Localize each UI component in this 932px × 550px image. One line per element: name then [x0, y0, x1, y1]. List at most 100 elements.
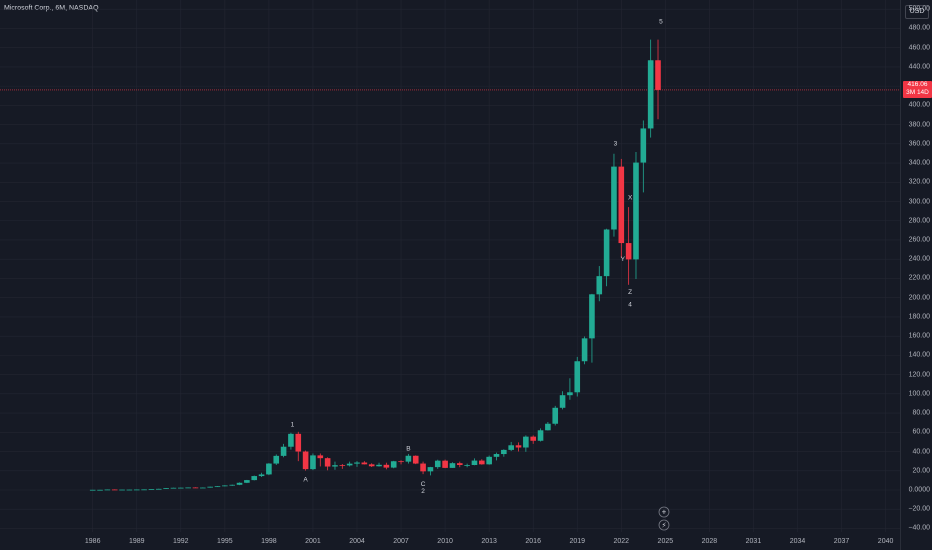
candle-body [229, 484, 235, 486]
y-tick-label: 240.00 [908, 255, 930, 263]
candle [530, 435, 536, 444]
wave-label: A [303, 476, 308, 483]
candle-body [178, 487, 184, 489]
y-tick-label: −40.00 [908, 524, 930, 532]
y-tick-label: 40.00 [912, 448, 930, 456]
y-tick-label: 100.00 [908, 390, 930, 398]
candle-body [442, 460, 448, 468]
candle [89, 489, 96, 491]
candle [141, 489, 147, 491]
candle-body [236, 482, 243, 485]
candle [479, 459, 485, 465]
candle [552, 405, 559, 426]
candle [229, 484, 235, 486]
candle [346, 461, 353, 467]
candle-body [567, 392, 573, 396]
y-tick-label: 440.00 [908, 63, 930, 71]
x-tick-label: 2010 [437, 538, 453, 545]
candle [200, 487, 206, 489]
y-tick-label: 500.00 [908, 5, 930, 13]
candle-body [456, 463, 463, 465]
candle [280, 443, 287, 458]
candle [537, 428, 544, 442]
candle [266, 463, 272, 476]
candle [111, 489, 118, 491]
candle-body [97, 489, 103, 491]
candle [185, 487, 191, 489]
wave-label: 1 [291, 422, 295, 429]
currency-button[interactable]: USD [905, 5, 929, 19]
candle [133, 489, 140, 491]
candle-body [596, 276, 603, 295]
x-tick-label: 1986 [84, 538, 101, 545]
x-tick-label: 2019 [569, 538, 586, 545]
candle-body [493, 454, 500, 457]
candle [618, 158, 625, 258]
candle [456, 461, 463, 468]
candle-body [589, 294, 595, 339]
candle [178, 487, 184, 489]
candle-body [170, 487, 177, 489]
wave-label: C [421, 481, 426, 488]
wave-label: 5 [659, 19, 663, 26]
x-tick-label: 2001 [305, 538, 321, 545]
candle [567, 378, 573, 400]
candle-body [133, 489, 140, 491]
candle-body [163, 488, 169, 489]
last-price-label: 416.06 3M 14D [903, 81, 932, 99]
candle-body [361, 462, 368, 465]
y-tick-label: 260.00 [908, 236, 930, 244]
candle [398, 460, 404, 465]
candle-body [611, 166, 617, 230]
x-tick-label: 1995 [217, 538, 233, 545]
x-tick-label: 2022 [613, 538, 630, 545]
candle-body [332, 465, 338, 467]
candle [251, 475, 258, 481]
candle-body [412, 455, 419, 464]
add-drawing-button[interactable]: + [658, 506, 670, 518]
candle [222, 485, 228, 487]
candle-body [434, 460, 441, 468]
y-tick-label: 360.00 [908, 140, 930, 148]
candle-body [405, 455, 412, 462]
candle-body [559, 395, 566, 408]
candle [148, 489, 155, 490]
price-chart[interactable]: 1 A B C2 3 X Y Z 4 5 + ⚡ [0, 0, 900, 550]
candle [97, 489, 103, 491]
candle [354, 461, 360, 467]
lightning-button[interactable]: ⚡ [658, 519, 670, 531]
x-tick-label: 2007 [393, 538, 409, 545]
wave-labels: 1 A B C2 3 X Y Z 4 5 [291, 19, 664, 495]
candle [611, 153, 617, 237]
candle-body [471, 460, 478, 465]
candle-body [574, 361, 581, 393]
wave-label: 3 [614, 141, 618, 148]
candle [170, 487, 177, 489]
candle-body [618, 166, 625, 244]
candle [405, 453, 412, 464]
x-tick-label: 1992 [173, 538, 189, 545]
lightning-icon: ⚡ [662, 522, 667, 530]
price-axis[interactable]: 500.00480.00460.00440.00420.00400.00380.… [900, 0, 932, 550]
candle-body [324, 458, 331, 467]
candle-body [383, 464, 390, 468]
candle-body [354, 462, 360, 464]
candle [633, 151, 639, 280]
y-tick-label: 140.00 [908, 351, 930, 359]
candle [104, 489, 111, 491]
candle-body [603, 229, 610, 277]
candle [596, 266, 603, 302]
candle [302, 450, 309, 471]
candle-body [420, 463, 426, 472]
candle-body [200, 487, 206, 489]
chart-title: Microsoft Corp., 6M, NASDAQ [4, 5, 99, 12]
candle [126, 489, 133, 491]
candle [523, 435, 529, 452]
wave-label: B [406, 446, 410, 453]
candle-body [625, 243, 632, 260]
candle-body [126, 489, 133, 491]
candle-body [258, 474, 265, 477]
candle [589, 293, 595, 363]
candle-body [640, 128, 647, 163]
lightning-circle [658, 519, 670, 531]
